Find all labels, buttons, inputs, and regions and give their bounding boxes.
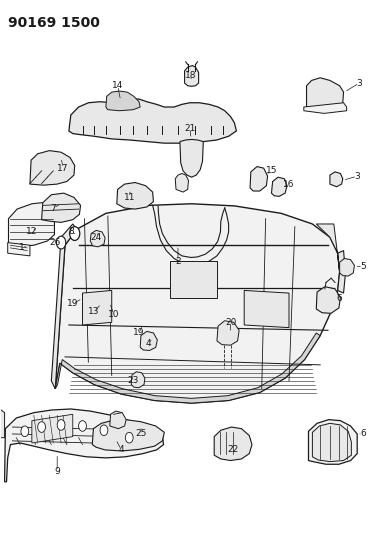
Polygon shape [51, 224, 77, 389]
Polygon shape [140, 332, 157, 351]
Text: 19: 19 [133, 328, 145, 337]
Polygon shape [338, 251, 346, 293]
Polygon shape [5, 409, 163, 482]
Polygon shape [90, 230, 105, 247]
Polygon shape [304, 103, 347, 114]
Polygon shape [170, 261, 217, 298]
Text: 3: 3 [354, 172, 360, 181]
Text: 15: 15 [266, 166, 277, 175]
Polygon shape [0, 409, 5, 438]
Polygon shape [185, 66, 199, 86]
Polygon shape [180, 140, 203, 177]
Text: 6: 6 [337, 294, 343, 303]
Polygon shape [214, 427, 252, 461]
Polygon shape [30, 151, 75, 185]
Polygon shape [217, 321, 239, 345]
Circle shape [100, 425, 108, 435]
Text: 5: 5 [360, 262, 366, 271]
Polygon shape [117, 182, 153, 209]
Text: 24: 24 [91, 233, 102, 242]
Text: 90169 1500: 90169 1500 [9, 15, 100, 29]
Text: 14: 14 [112, 81, 123, 90]
Text: 1: 1 [19, 244, 25, 253]
Polygon shape [307, 78, 344, 111]
Text: 2: 2 [175, 257, 181, 265]
Polygon shape [83, 290, 112, 325]
Text: 26: 26 [50, 238, 61, 247]
Text: 3: 3 [356, 78, 362, 87]
Circle shape [79, 421, 86, 431]
Polygon shape [250, 166, 267, 191]
Polygon shape [55, 333, 320, 403]
Text: 4: 4 [146, 339, 152, 348]
Text: 13: 13 [88, 307, 100, 316]
Text: 17: 17 [57, 164, 69, 173]
Polygon shape [312, 423, 352, 462]
Text: 19: 19 [67, 299, 79, 308]
Text: 20: 20 [225, 318, 236, 327]
Text: 21: 21 [185, 124, 196, 133]
Polygon shape [8, 243, 30, 256]
Text: 25: 25 [135, 430, 147, 439]
Text: 23: 23 [127, 376, 139, 385]
Text: 7: 7 [50, 204, 56, 213]
Text: 4: 4 [118, 446, 124, 455]
Circle shape [70, 227, 80, 240]
Polygon shape [271, 177, 287, 196]
Polygon shape [32, 414, 73, 443]
Polygon shape [308, 419, 357, 464]
Polygon shape [330, 172, 343, 187]
Text: 6: 6 [360, 430, 366, 439]
Circle shape [126, 432, 133, 443]
Text: 16: 16 [283, 180, 295, 189]
Polygon shape [55, 204, 340, 403]
Polygon shape [106, 91, 140, 111]
Text: 22: 22 [227, 446, 238, 455]
Text: 12: 12 [26, 228, 38, 237]
Polygon shape [110, 411, 126, 429]
Polygon shape [175, 173, 188, 192]
Circle shape [57, 419, 65, 430]
Text: 18: 18 [185, 70, 196, 79]
Polygon shape [92, 419, 164, 451]
Polygon shape [69, 99, 237, 143]
Circle shape [56, 236, 66, 249]
Text: 10: 10 [108, 310, 119, 319]
Polygon shape [131, 372, 145, 387]
Text: 8: 8 [68, 228, 74, 237]
Text: 9: 9 [54, 467, 60, 475]
Polygon shape [244, 290, 289, 328]
Polygon shape [41, 193, 81, 222]
Polygon shape [9, 203, 54, 246]
Text: 11: 11 [124, 193, 135, 202]
Polygon shape [316, 224, 340, 272]
Circle shape [21, 426, 29, 437]
Circle shape [38, 422, 45, 432]
Polygon shape [340, 259, 355, 276]
Polygon shape [316, 287, 341, 313]
